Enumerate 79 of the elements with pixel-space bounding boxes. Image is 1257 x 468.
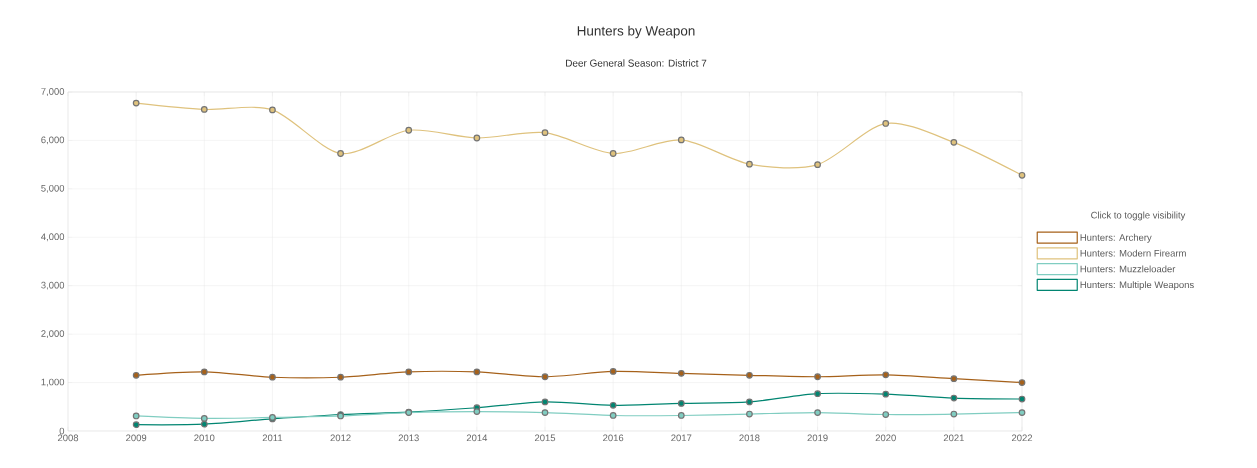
x-tick-label: 2015 [534,434,556,442]
x-tick-label: 2012 [330,434,351,442]
y-tick-label: 1,000 [41,378,65,387]
x-tick-label: 2020 [875,434,896,442]
point [541,398,549,406]
point [950,375,958,383]
point [132,421,140,429]
x-tick-label: 2011 [262,434,283,442]
point [814,409,821,416]
y-tick-label: 0 [59,427,65,435]
point [405,126,413,134]
point [677,399,685,407]
point [132,412,140,420]
point [405,368,413,376]
point [473,368,481,376]
x-tick-label: 2010 [194,434,215,442]
point [609,401,617,409]
x-tick-label: 2019 [807,434,828,442]
point [677,369,685,377]
legend-label: Hunters: Multiple Weapons [1080,281,1194,290]
y-tick-label: 2,000 [41,330,65,339]
legend-label: Hunters: Muzzleloader [1080,265,1176,273]
point [1018,409,1026,416]
point [609,368,617,375]
x-tick-label: 2013 [398,434,419,442]
point [609,150,617,157]
x-tick-label: 2021 [943,434,964,442]
point [814,390,821,398]
x-tick-label: 2008 [57,434,79,442]
point [473,134,481,142]
point [814,373,821,381]
x-tick-label: 2009 [126,434,147,442]
y-tick-label: 5,000 [41,184,65,193]
point [200,106,208,113]
point [269,106,276,114]
y-tick-label: 3,000 [41,281,65,290]
point [677,412,685,419]
point [541,409,549,416]
point [950,410,958,418]
point [1018,395,1026,403]
point [814,161,821,169]
point [337,373,344,381]
x-tick-label: 2014 [466,434,488,442]
point [950,394,958,402]
point [882,390,890,398]
point [746,410,753,418]
point [882,371,890,379]
x-tick-label: 2022 [1011,434,1033,442]
point [541,129,549,137]
point [677,136,685,144]
point [473,408,481,415]
point [609,412,617,419]
point [882,411,890,418]
chart-title: Hunters by Weapon [577,25,695,39]
x-tick-label: 2018 [739,434,760,442]
point [1018,379,1026,386]
legend-title: Click to toggle visibility [1091,211,1186,221]
x-tick-label: 2017 [671,434,692,442]
point [746,371,753,379]
chart-subtitle: Deer General Season: District 7 [566,59,707,67]
point [132,99,140,107]
point [746,160,753,168]
point [132,371,140,379]
y-tick-label: 6,000 [41,136,65,145]
point [269,373,276,381]
point [1018,171,1026,179]
x-tick-label: 2016 [603,434,624,442]
point [200,368,208,376]
point [337,150,344,157]
point [200,415,208,422]
point [746,398,753,406]
point [200,420,208,428]
legend-label: Hunters: Archery [1080,233,1152,243]
point [541,373,549,381]
y-tick-label: 7,000 [41,88,65,96]
legend-label: Hunters: Modern Firearm [1080,249,1186,257]
y-tick-label: 4,000 [41,233,65,242]
point [882,120,890,127]
point [950,138,958,146]
